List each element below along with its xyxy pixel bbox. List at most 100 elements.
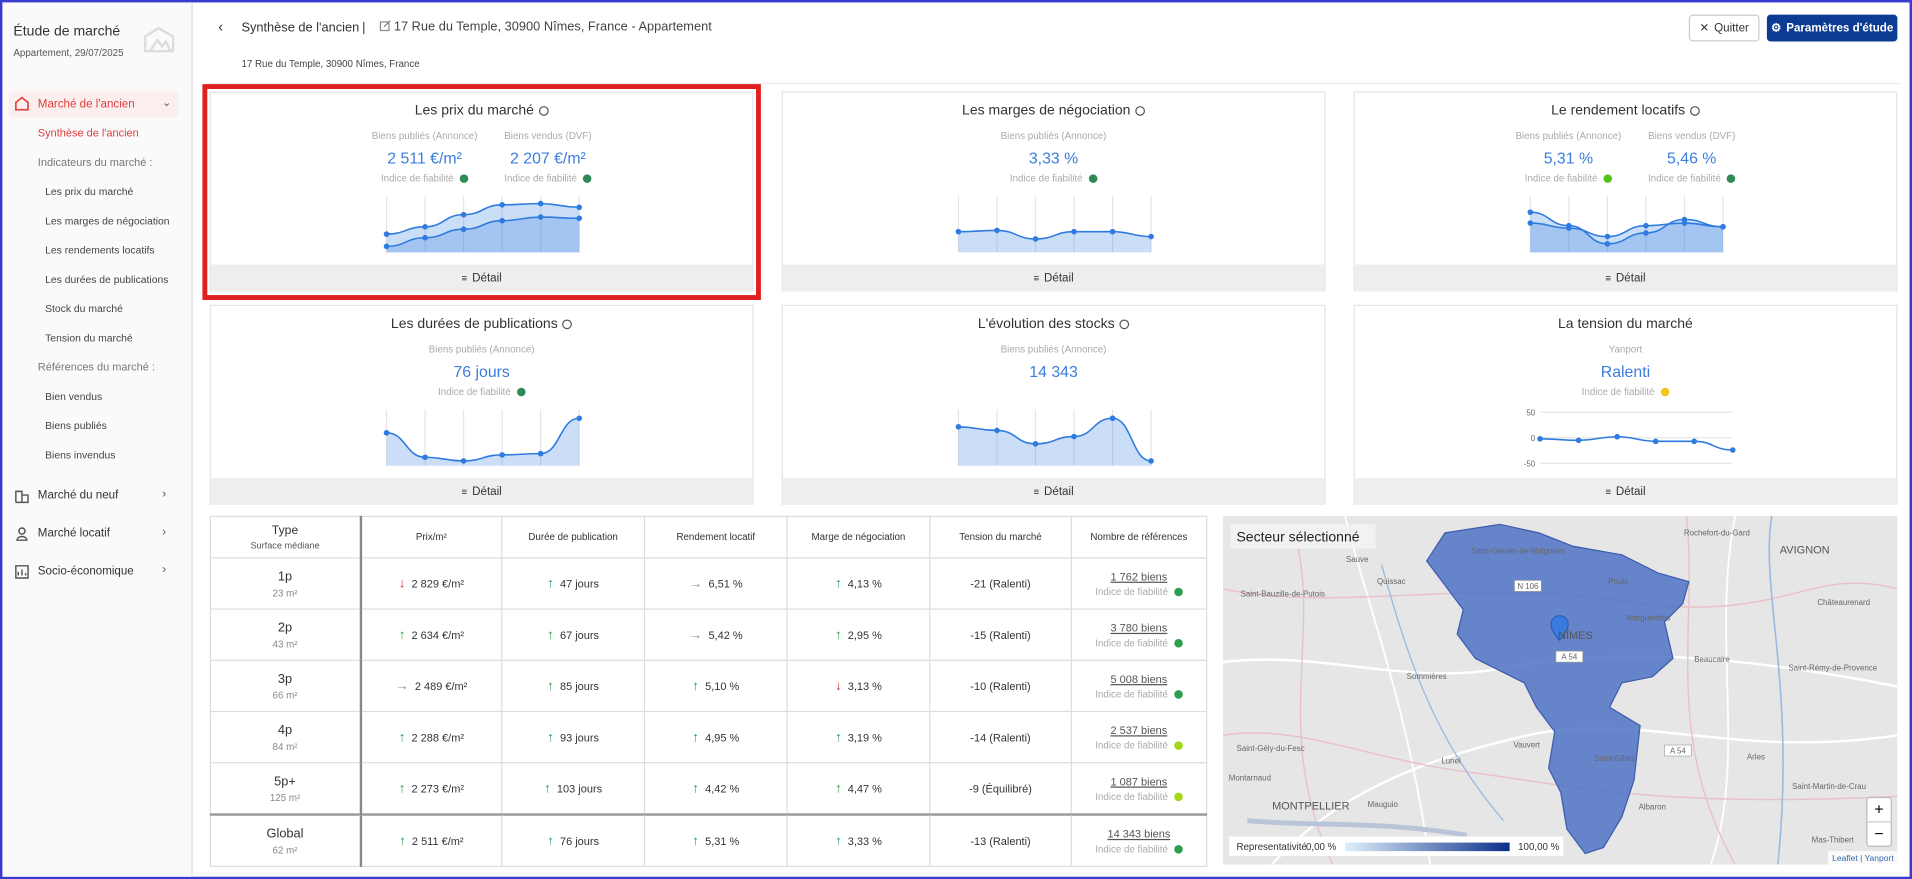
cell-text: 4,95 % (705, 731, 740, 744)
reliability: Indice de fiabilité (381, 173, 469, 184)
card-title: La tension du marché (1355, 317, 1896, 332)
menu-item[interactable]: Les durées de publications (45, 273, 169, 286)
attribution-bg (1827, 851, 1898, 865)
sidebar-subtitle: Appartement, 29/07/2025 (13, 47, 124, 59)
value-cell: ↑ 67 jours (501, 608, 646, 661)
detail-button[interactable]: ≡ Détail (1354, 478, 1897, 505)
trend-arrow: ↑ (399, 833, 406, 849)
type-cell: 2p 43 m² (209, 608, 362, 661)
menu-item[interactable]: Les prix du marché (45, 185, 134, 198)
icon: ≡ (1033, 272, 1040, 284)
button-label: Détail (1615, 271, 1646, 285)
back-icon[interactable]: ‹ (218, 18, 224, 36)
cell-text: 67 jours (559, 628, 600, 641)
place-label: Sauve (1346, 555, 1369, 564)
button-label: Détail (1044, 484, 1074, 499)
trend-arrow: ↑ (398, 729, 406, 745)
point (460, 226, 467, 233)
chevron: › (162, 487, 167, 502)
point (537, 200, 544, 207)
point (576, 204, 583, 211)
type-cell: 1p 23 m² (209, 557, 362, 610)
header-row: Type Surface médiane Prix/m² Durée de publi… (209, 515, 1208, 559)
cell-text: 47 jours (559, 577, 600, 590)
trend-arrow: ↑ (544, 781, 551, 796)
references-link[interactable]: 1 087 biens (1110, 774, 1168, 788)
zoom-out[interactable]: − (1874, 826, 1883, 843)
point (1614, 433, 1620, 440)
references-link[interactable]: 2 537 biens (1110, 723, 1168, 736)
settings-button[interactable]: ⚙ Paramètres d'étude (1766, 14, 1898, 42)
cell-text: 2 511 €/m² (411, 834, 464, 847)
trend-arrow: ↑ (834, 781, 842, 796)
menu-label[interactable]: Marché du neuf (37, 488, 119, 503)
references-link[interactable]: 5 008 biens (1110, 672, 1168, 685)
breadcrumb[interactable]: Synthèse de l'ancien (241, 20, 360, 36)
zoom-in[interactable]: + (1874, 802, 1883, 819)
header-cell: Tension du marché (929, 515, 1072, 559)
value-cell: ↑ 93 jours (501, 710, 646, 764)
detail-button[interactable]: ≡ Détail (1354, 264, 1897, 292)
value-cell: ↑ 76 jours (501, 813, 646, 867)
trend-arrow: ↑ (547, 729, 554, 745)
marker[interactable] (1550, 615, 1569, 642)
place-label: Vauvert (1513, 740, 1540, 749)
chevron: › (162, 563, 167, 577)
place-label: Sommières (1407, 672, 1447, 681)
point (383, 430, 390, 436)
menu-active-bg[interactable] (8, 91, 179, 118)
icon: ⚙ (1770, 21, 1782, 35)
place-label: Saint-Martin-de-Crau (1792, 782, 1866, 791)
separator: | (362, 20, 366, 36)
type-cell: 3p 66 m² (209, 659, 362, 713)
menu-item[interactable]: Biens publiés (45, 419, 107, 432)
detail-button[interactable]: ≡ Détail (782, 264, 1325, 292)
menu-label[interactable]: Marché locatif (37, 526, 110, 541)
detail-button[interactable]: ≡ Détail (782, 478, 1325, 505)
menu-item[interactable]: Les marges de négociation (45, 214, 170, 227)
point (460, 458, 467, 464)
header-title: 17 Rue du Temple, 30900 Nîmes, France - … (393, 19, 712, 35)
road-badge (1514, 580, 1542, 592)
point (1032, 441, 1039, 447)
menu-item[interactable]: Stock du marché (45, 302, 123, 315)
reliability: Indice de fiabilité (1072, 688, 1206, 699)
quit-button[interactable]: ✕ Quitter (1688, 14, 1760, 42)
menu-current[interactable]: Synthèse de l'ancien (37, 126, 139, 140)
header-cell: Rendement locatif (643, 515, 788, 559)
sparkline (955, 409, 1154, 466)
point (1148, 233, 1154, 240)
sidebar-title: Étude de marché (13, 24, 121, 40)
row-area: 62 m² (272, 844, 298, 856)
info-icon (562, 319, 573, 330)
cell-text: 2 288 €/m² (411, 731, 464, 744)
map[interactable]: Secteur sélectionné Sauve Quissac Saint-Ba… (1223, 515, 1898, 865)
reliability-dot (1174, 638, 1183, 647)
value-cell: → 5,42 % (643, 608, 788, 661)
references-link[interactable]: 14 343 biens (1107, 827, 1171, 840)
reliability-dot (459, 174, 469, 183)
type-cell: 5p+ 125 m² (209, 762, 362, 816)
menu-item[interactable]: Biens invendus (45, 448, 116, 461)
point (1729, 447, 1736, 453)
card-title: Les prix du marché (211, 103, 752, 119)
line (1540, 435, 1733, 451)
menu-item[interactable]: Tension du marché (45, 331, 133, 344)
detail-button[interactable]: ≡ Détail (210, 264, 753, 292)
card-title-text: Les prix du marché (414, 103, 534, 119)
menu-item[interactable]: Bien vendus (45, 390, 103, 403)
place-label: Rochefort-du-Gard (1684, 528, 1750, 537)
metrics: Biens publiés (Annonce) 2 511 €/m² Indice … (211, 130, 752, 184)
menu-label[interactable]: Socio-économique (37, 564, 134, 578)
menu-item[interactable]: Les rendements locatifs (45, 243, 155, 257)
edit-icon[interactable] (379, 20, 391, 32)
value-cell: ↑ 2 273 €/m² (359, 762, 503, 816)
menu-label[interactable]: Marché de l'ancien (37, 97, 135, 111)
place-label: Arles (1747, 753, 1765, 762)
references-link[interactable]: 1 762 biens (1110, 570, 1168, 583)
card-title-text: Les marges de négociation (962, 103, 1131, 119)
references-link[interactable]: 3 780 biens (1110, 621, 1168, 634)
area (958, 418, 1152, 466)
detail-button[interactable]: ≡ Détail (210, 478, 753, 505)
